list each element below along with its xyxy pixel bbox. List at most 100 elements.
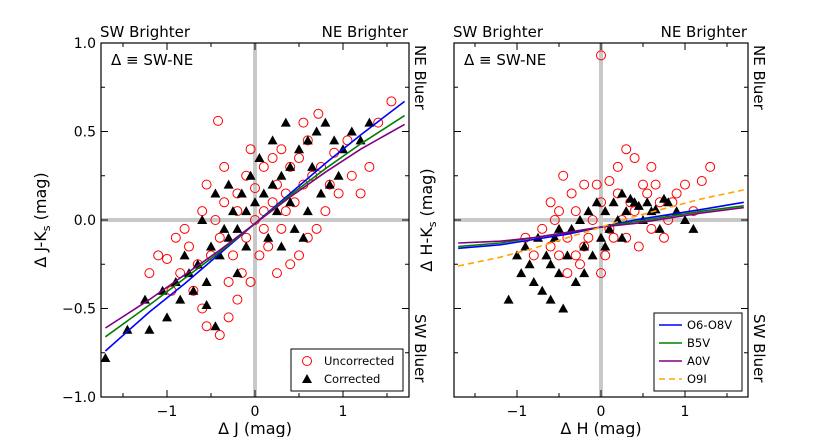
corrected-point [267, 135, 278, 145]
corrected-point [258, 188, 269, 198]
uncorrected-point [298, 117, 309, 128]
uncorrected-point [633, 241, 644, 252]
uncorrected-point [153, 250, 164, 261]
corrected-point [285, 197, 296, 207]
corrected-point [206, 241, 216, 251]
uncorrected-point [570, 250, 581, 261]
legend-label: Uncorrected [324, 354, 394, 368]
legend-label: B5V [687, 336, 710, 350]
uncorrected-point [313, 108, 324, 119]
uncorrected-point [254, 250, 265, 261]
ne-brighter-label: NE Brighter [661, 23, 748, 41]
corrected-point [333, 170, 344, 180]
corrected-point [223, 179, 234, 189]
corrected-point [575, 215, 585, 224]
corrected-point [642, 197, 653, 207]
corrected-point [276, 170, 287, 180]
uncorrected-point [276, 144, 287, 155]
ne-bluer-label: NE Bluer [750, 45, 768, 111]
uncorrected-point [197, 206, 208, 217]
uncorrected-point [659, 232, 669, 243]
x-tick-label: 0 [251, 404, 260, 420]
uncorrected-point [250, 183, 260, 194]
uncorrected-point [554, 250, 564, 261]
corrected-point [579, 241, 590, 251]
y-axis-label-main: Δ H-K [417, 227, 436, 272]
corrected-point [617, 232, 627, 242]
corrected-point [579, 268, 590, 278]
uncorrected-point [575, 259, 585, 270]
y-tick-label: −1.0 [62, 390, 96, 406]
fit-curve-o9i [458, 189, 744, 267]
uncorrected-point [245, 144, 256, 155]
uncorrected-point [705, 161, 716, 172]
corrected-point [232, 268, 243, 278]
corrected-point [541, 250, 552, 260]
ne-brighter-label: NE Brighter [322, 23, 409, 41]
plot-area [101, 96, 406, 363]
uncorrected-point [604, 176, 615, 187]
left-panel: −1 0 1 −1.0 −0.5 0.0 0.5 1.0 Δ J (mag) Δ J-Ks (ma… [31, 23, 429, 438]
y-tick-label: −0.5 [62, 302, 96, 318]
y-axis-label: Δ H-Ks (mag) [417, 168, 439, 271]
corrected-point [302, 206, 313, 216]
legend: Uncorrected Corrected [290, 348, 404, 392]
uncorrected-point [591, 179, 602, 190]
uncorrected-point [642, 188, 653, 199]
uncorrected-point [223, 312, 234, 323]
plot-area [458, 50, 744, 313]
uncorrected-point [355, 188, 366, 199]
corrected-point [188, 285, 199, 295]
uncorrected-point [646, 223, 657, 234]
legend-marker-uncorrected [302, 356, 312, 366]
corrected-point [254, 153, 265, 163]
y-axis-label-subscript: s [426, 221, 439, 227]
uncorrected-point [558, 170, 569, 181]
corrected-point [162, 312, 172, 322]
uncorrected-point [214, 330, 225, 341]
corrected-point [680, 215, 690, 224]
x-tick-label: 0 [597, 404, 606, 420]
corrected-point [228, 206, 238, 216]
corrected-point [223, 232, 234, 242]
corrected-point [272, 206, 282, 216]
y-tick-label: 0.5 [74, 125, 96, 141]
uncorrected-point [650, 179, 661, 190]
corrected-point [659, 193, 669, 203]
delta-definition-note: Δ ≡ SW-NE [464, 51, 546, 69]
uncorrected-point [646, 161, 657, 172]
uncorrected-point [629, 153, 640, 164]
corrected-point [101, 353, 111, 363]
uncorrected-point [612, 161, 623, 172]
uncorrected-point [267, 197, 278, 208]
uncorrected-point [600, 250, 611, 261]
corrected-point [122, 324, 133, 334]
uncorrected-point [549, 215, 560, 225]
uncorrected-point [579, 179, 590, 190]
uncorrected-point [638, 179, 648, 190]
corrected-point [633, 200, 644, 210]
legend-label: O6-O8V [687, 318, 732, 332]
corrected-point [236, 188, 247, 198]
uncorrected-point [219, 197, 230, 208]
corrected-point [562, 250, 573, 260]
corrected-point [608, 197, 619, 207]
uncorrected-point [184, 241, 194, 252]
legend: O6-O8V B5V A0V O9I [653, 312, 743, 392]
corrected-point [625, 193, 636, 203]
corrected-point [201, 276, 212, 286]
uncorrected-point [554, 206, 564, 217]
sw-bluer-label: SW Bluer [411, 314, 429, 383]
x-axis-label: Δ J (mag) [218, 419, 292, 437]
corrected-point [537, 285, 548, 295]
corrected-point [545, 294, 556, 304]
corrected-point [554, 223, 564, 233]
corrected-point [549, 232, 560, 242]
corrected-point [600, 241, 611, 251]
y-axis-label-subscript: s [40, 225, 53, 231]
corrected-point [512, 250, 522, 260]
uncorrected-point [587, 215, 598, 225]
corrected-point [688, 223, 699, 233]
x-tick-label: 1 [339, 404, 348, 420]
